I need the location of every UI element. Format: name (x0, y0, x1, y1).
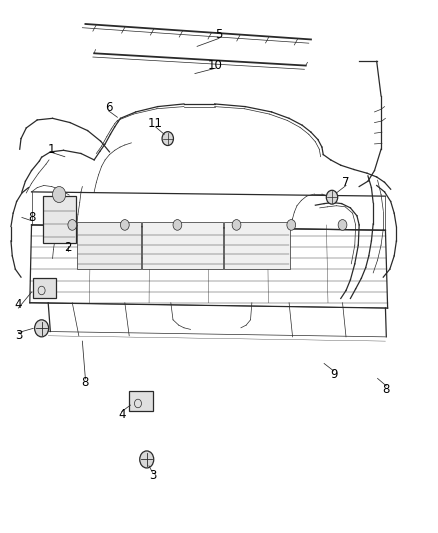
Circle shape (68, 220, 77, 230)
Text: 3: 3 (15, 329, 22, 342)
Text: 2: 2 (64, 241, 72, 254)
Text: 4: 4 (118, 408, 126, 421)
Text: 6: 6 (105, 101, 113, 114)
Text: 5: 5 (215, 28, 223, 41)
Bar (129, 391, 153, 411)
Text: 7: 7 (342, 176, 350, 189)
Text: 3: 3 (149, 469, 156, 482)
Circle shape (173, 220, 182, 230)
Text: 9: 9 (330, 368, 338, 381)
Text: 8: 8 (383, 383, 390, 395)
Text: 8: 8 (82, 376, 89, 389)
Bar (33, 278, 56, 298)
Bar (142, 222, 223, 269)
Bar (224, 222, 290, 269)
Text: 1: 1 (48, 143, 56, 156)
Text: 4: 4 (14, 298, 22, 311)
Circle shape (287, 220, 296, 230)
Text: 11: 11 (148, 117, 163, 130)
Text: 10: 10 (208, 59, 223, 71)
Circle shape (338, 220, 347, 230)
Circle shape (326, 190, 338, 204)
Circle shape (162, 132, 173, 146)
Bar (77, 222, 141, 269)
Circle shape (232, 220, 241, 230)
Circle shape (35, 320, 49, 337)
Circle shape (120, 220, 129, 230)
Bar (43, 196, 76, 243)
Circle shape (53, 187, 66, 203)
Circle shape (140, 451, 154, 468)
Text: 8: 8 (28, 211, 35, 224)
